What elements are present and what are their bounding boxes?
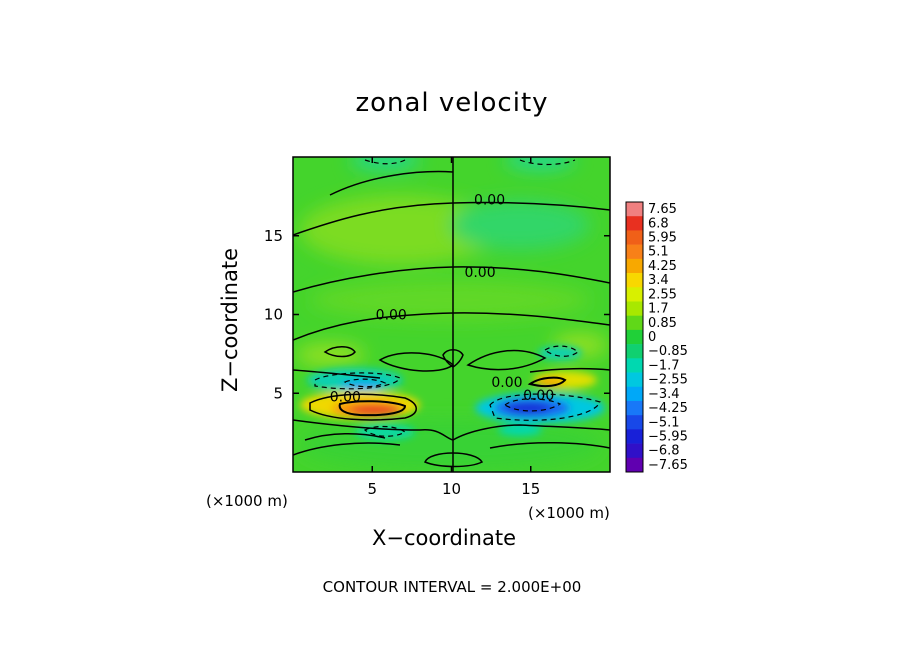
x-tick-label: 15	[521, 480, 540, 498]
lower-green	[300, 420, 600, 470]
colorbar-swatch	[626, 202, 643, 217]
colorbar-swatch	[626, 315, 643, 331]
contour-interval-note: CONTOUR INTERVAL = 2.000E+00	[322, 578, 582, 596]
mid-light-band	[310, 280, 590, 320]
colorbar-label: 7.65	[648, 202, 677, 217]
contour-neg-right-top	[543, 345, 579, 357]
colorbar-swatch	[626, 273, 643, 288]
y-unit-label: (×1000 m)	[206, 492, 288, 510]
colorbar-label: 3.4	[648, 273, 669, 288]
colorbar-swatch	[626, 258, 643, 274]
contour-labels: 0.000.000.000.000.000.00	[330, 193, 555, 406]
neg-darkblue-right	[506, 402, 550, 414]
contour-pos-left-core	[338, 400, 407, 417]
y-tick-label: 15	[264, 227, 283, 245]
contour-neg-right-inner	[503, 398, 562, 412]
colorbar-swatch	[626, 287, 643, 302]
x-unit-label: (×1000 m)	[528, 504, 610, 522]
colorbar-swatch	[626, 443, 643, 459]
contour-band-right	[529, 367, 610, 373]
colorbar-label: −5.1	[648, 415, 680, 430]
contour-bottom-center	[424, 452, 484, 468]
pos-red-left	[350, 405, 400, 415]
top-cyan-patch-right	[505, 157, 575, 170]
contour-label: 0.00	[523, 388, 554, 404]
y-axis-label: Z−coordinate	[218, 248, 242, 392]
colorbar-swatch	[626, 358, 643, 373]
neg-blue-left	[340, 380, 384, 390]
colorbar-swatch	[626, 400, 643, 416]
chart-title: zonal velocity	[355, 88, 549, 118]
contour-neg-left-low	[363, 425, 407, 437]
neg-cyan-right-low	[498, 424, 542, 436]
contour-label: 0.00	[464, 265, 495, 281]
neg-cyan-right-top	[538, 346, 582, 360]
contour-label: 0.00	[491, 375, 522, 391]
contour-lower-right	[452, 424, 610, 441]
axis-ticks: 5 10 15 5 10 15	[264, 157, 610, 498]
x-axis-label: X−coordinate	[372, 526, 516, 550]
contour-label: 0.00	[330, 389, 361, 405]
upper-cyan-patch	[450, 200, 590, 250]
colorbar-label: −7.65	[648, 458, 688, 473]
contour-neg-top-right	[519, 159, 576, 166]
colorbar-swatch	[626, 301, 643, 316]
colorbar-label: −3.4	[648, 387, 680, 402]
colorbar-swatch	[626, 329, 643, 345]
contour-central-wing-right	[466, 349, 547, 371]
colorbar-label: 0.85	[648, 316, 677, 331]
contour-band-left	[293, 369, 381, 379]
colorbar-label: −5.95	[648, 429, 688, 444]
x-tick-label: 10	[442, 480, 461, 498]
x-tick-label: 5	[367, 480, 377, 498]
contour-bottom-right	[489, 442, 610, 449]
top-cyan-patch	[350, 157, 420, 170]
colorbar-label: −0.85	[648, 344, 688, 359]
colorbar-swatch	[626, 415, 643, 430]
velocity-field	[293, 157, 610, 472]
y-tick-label: 10	[264, 306, 283, 324]
contour-upper-yellowgreen	[329, 170, 454, 196]
contour-neg-left-inner	[343, 378, 387, 388]
colorbar-label: 0	[648, 330, 656, 345]
colorbar-label: 4.25	[648, 259, 677, 274]
contour-lower-arc-left	[304, 433, 386, 441]
colorbar-label: 5.95	[648, 231, 677, 246]
colorbar-swatch	[626, 372, 643, 388]
colorbar-swatch	[626, 244, 643, 260]
contour-bottom-left	[293, 442, 401, 456]
colorbar-label: 5.1	[648, 245, 669, 260]
contour-neg-right	[489, 393, 601, 421]
colorbar-label: −4.25	[648, 401, 688, 416]
contour-lens-left	[323, 346, 356, 358]
colorbar-swatch	[626, 216, 643, 231]
colorbar-swatch	[626, 230, 643, 245]
colorbar-label: 1.7	[648, 302, 669, 317]
colorbar-label: −1.7	[648, 358, 680, 373]
colorbar-swatch	[626, 429, 643, 444]
contour-lower-left	[293, 419, 454, 441]
colorbar-swatch	[626, 344, 643, 359]
upper-greenyellow-band	[300, 195, 500, 265]
colorbar-swatch	[626, 386, 643, 402]
colorbar-label: 6.8	[648, 216, 669, 231]
contour-pos-left	[309, 393, 417, 421]
colorbar-label: −2.55	[648, 373, 688, 388]
contour-label: 0.00	[474, 193, 505, 209]
y-tick-label: 5	[273, 384, 283, 402]
colorbar-frame	[625, 201, 644, 473]
contour-neg-top-left	[364, 159, 406, 165]
colorbar-swatch	[626, 457, 643, 473]
contour-label: 0.00	[376, 308, 407, 324]
colorbar: 7.656.85.955.14.253.42.551.70.850−0.85−1…	[625, 201, 688, 473]
colorbar-label: −6.8	[648, 444, 680, 459]
contour-pos-right-core	[527, 376, 567, 388]
colorbar-label: 2.55	[648, 287, 677, 302]
